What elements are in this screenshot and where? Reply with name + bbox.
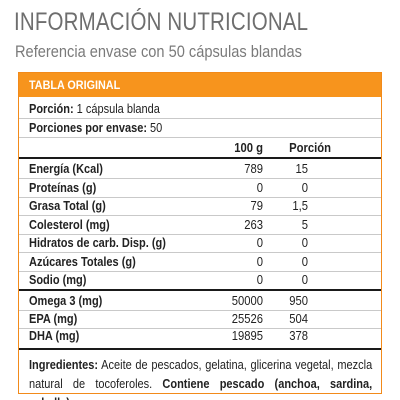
page-subtitle: Referencia envase con 50 cápsulas blanda… xyxy=(15,42,302,61)
servings-per-container-value: 50 xyxy=(150,121,163,135)
allergen-text: Contiene pescado (anchoa, sardina, cabal… xyxy=(29,377,373,400)
nutrient-label: DHA (mg) xyxy=(29,329,80,343)
thick-divider xyxy=(19,289,381,291)
nutrient-label: Colesterol (mg) xyxy=(29,217,110,232)
value-per-100g: 789 xyxy=(244,162,263,176)
value-per-100g: 50000 xyxy=(231,294,263,308)
value-per-100g: 263 xyxy=(244,217,263,232)
ingredients-text: Aceite de pescados, gelatina, glicerina … xyxy=(29,358,373,391)
nutrient-label: Omega 3 (mg) xyxy=(29,294,103,308)
value-per-portion: 15 xyxy=(295,162,308,176)
column-header-100g: 100 g xyxy=(234,141,263,155)
divider xyxy=(19,196,381,198)
divider xyxy=(19,252,381,253)
nutrient-label: Azúcares Totales (g) xyxy=(29,254,136,269)
serving-value: 1 cápsula blanda xyxy=(76,102,160,116)
divider xyxy=(19,137,381,138)
servings-per-container-label: Porciones por envase: xyxy=(29,121,147,135)
value-per-100g: 0 xyxy=(256,180,263,195)
value-per-portion: 0 xyxy=(301,236,308,250)
column-header-portion: Porción xyxy=(289,141,331,155)
nutrient-label: Hidratos de carb. Disp. (g) xyxy=(29,236,166,250)
divider xyxy=(19,270,381,272)
serving-row: Porción: 1 cápsula blanda xyxy=(29,102,160,116)
value-per-100g: 0 xyxy=(256,273,263,287)
nutrient-label: Grasa Total (g) xyxy=(29,199,106,213)
nutrient-label: Energía (Kcal) xyxy=(29,162,103,176)
thick-divider xyxy=(19,348,381,350)
divider xyxy=(19,118,381,119)
value-per-portion: 1,5 xyxy=(292,199,308,213)
divider xyxy=(19,178,381,179)
divider xyxy=(19,233,381,235)
value-per-100g: 79 xyxy=(250,199,263,213)
value-per-100g: 0 xyxy=(256,236,263,250)
page-title: INFORMACIÓN NUTRICIONAL xyxy=(14,8,309,36)
value-per-100g: 25526 xyxy=(231,311,263,326)
nutrient-label: Sodio (mg) xyxy=(29,273,87,287)
ingredients-block: Ingredientes: Aceite de pescados, gelati… xyxy=(29,356,373,400)
value-per-portion: 5 xyxy=(301,217,308,232)
value-per-portion: 0 xyxy=(301,254,308,269)
ingredients-label: Ingredientes: xyxy=(29,358,99,372)
nutrient-label: EPA (mg) xyxy=(29,311,78,326)
divider xyxy=(19,310,381,311)
nutrient-label: Proteínas (g) xyxy=(29,180,97,195)
value-per-100g: 0 xyxy=(256,254,263,269)
thick-divider xyxy=(19,157,381,159)
divider xyxy=(19,327,381,329)
value-per-portion: 378 xyxy=(289,329,308,343)
divider xyxy=(19,215,381,216)
value-per-portion: 0 xyxy=(301,273,308,287)
value-per-portion: 0 xyxy=(301,180,308,195)
serving-label: Porción: xyxy=(29,102,74,116)
nutrition-table: TABLA ORIGINAL Porción: 1 cápsula blanda… xyxy=(18,72,382,400)
table-section-label: TABLA ORIGINAL xyxy=(29,78,121,92)
value-per-portion: 504 xyxy=(289,311,308,326)
servings-per-container-row: Porciones por envase: 50 xyxy=(29,121,162,135)
table-header-bar: TABLA ORIGINAL xyxy=(19,73,381,97)
value-per-100g: 19895 xyxy=(231,329,263,343)
value-per-portion: 950 xyxy=(289,294,308,308)
